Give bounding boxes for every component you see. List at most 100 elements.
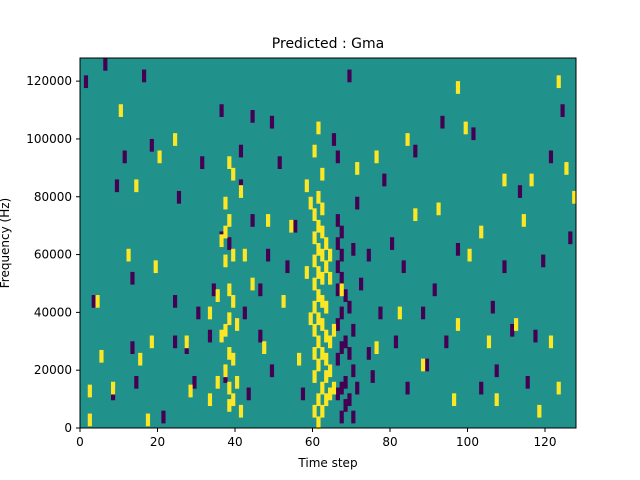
heatmap-cell-low (510, 323, 515, 337)
heatmap-cell-low (490, 300, 495, 314)
heatmap-cell-low (343, 399, 348, 412)
plot-area (80, 58, 577, 430)
heatmap-cell-low (366, 248, 371, 262)
heatmap-cell-low (366, 347, 371, 360)
heatmap-cell-low (335, 318, 340, 331)
heatmap-cell-low (548, 150, 554, 164)
heatmap-cell-low (339, 381, 344, 395)
heatmap-cell-low (293, 219, 298, 233)
heatmap-cell-high (324, 300, 329, 314)
heatmap-cell-high (262, 341, 267, 354)
heatmap-cell-high (548, 335, 554, 349)
heatmap-cell-low (351, 364, 356, 378)
heatmap-cell-low (207, 329, 213, 343)
heatmap-cell-low (517, 185, 523, 198)
heatmap-cell-low (242, 306, 247, 320)
heatmap-cell-high (215, 289, 220, 302)
heatmap-cell-high (556, 75, 561, 89)
heatmap-cell-low (130, 341, 135, 354)
heatmap-cell-low (200, 156, 205, 169)
heatmap-cell-low (91, 295, 96, 308)
heatmap-cell-high (502, 173, 507, 187)
heatmap-cell-low (335, 352, 340, 366)
heatmap-cell-high (312, 254, 317, 268)
heatmap-cell-high (312, 144, 317, 158)
heatmap-cell-high (312, 277, 317, 291)
heatmap-cell-high (297, 352, 302, 366)
heatmap-cell-high (324, 393, 329, 407)
heatmap-cell-high (118, 104, 123, 117)
heatmap-cell-high (99, 349, 104, 363)
heatmap-cell-low (347, 69, 352, 83)
heatmap-cell-high (572, 190, 577, 204)
heatmap-cell-low (142, 69, 147, 83)
heatmap-cell-high (316, 243, 321, 256)
heatmap-cell-high (463, 121, 468, 135)
heatmap-cell-high (312, 300, 317, 314)
heatmap-cell-high (207, 306, 213, 320)
heatmap-cell-low (335, 387, 340, 401)
heatmap-cell-low (219, 104, 224, 117)
heatmap-cell-high (184, 335, 189, 349)
heatmap-cell-high (238, 404, 244, 418)
heatmap-cell-high (355, 162, 360, 175)
heatmap-cell-high (312, 370, 317, 383)
heatmap-cell-low (343, 289, 348, 302)
y-tick-label: 80000 (34, 190, 72, 204)
heatmap-cell-high (312, 404, 317, 418)
heatmap-cell-low (103, 58, 108, 71)
heatmap-cell-low (444, 335, 449, 349)
heatmap-cell-high (173, 133, 178, 146)
heatmap-cell-low (335, 237, 340, 250)
heatmap-cell-low (440, 115, 445, 129)
heatmap-cell-high (339, 283, 344, 297)
heatmap-cell-high (514, 318, 519, 331)
heatmap-cell-low (250, 110, 255, 123)
heatmap-cell-low (134, 375, 139, 389)
heatmap-cell-high (304, 179, 309, 193)
heatmap-cell-high (227, 347, 232, 360)
heatmap-cell-high (153, 260, 158, 274)
heatmap-cell-high (231, 393, 236, 407)
heatmap-cell-low (277, 156, 282, 169)
x-axis: 0 20 40 60 80 100 120 (76, 428, 556, 449)
heatmap-cell-high (227, 156, 232, 169)
heatmap-cell-low (173, 295, 178, 308)
heatmap-cell-low (339, 306, 344, 320)
heatmap-cell-high (564, 162, 569, 175)
heatmap-cell-low (343, 375, 348, 389)
heatmap-cell-high (328, 271, 333, 285)
heatmap-cell-high (537, 404, 542, 418)
heatmap-cell-low (432, 283, 437, 297)
heatmap-cell-low (300, 387, 306, 401)
heatmap-cell-high (320, 295, 325, 308)
heatmap-cell-high (521, 214, 526, 227)
x-axis-label: Time step (297, 456, 357, 470)
heatmap-cell-high (223, 225, 228, 239)
heatmap-cell-low (378, 306, 383, 320)
heatmap-cell-low (149, 138, 154, 152)
heatmap-cell-high (452, 393, 457, 407)
heatmap-cell-low (351, 323, 356, 337)
y-tick-label: 40000 (34, 305, 72, 319)
heatmap-cell-low (335, 214, 340, 227)
heatmap-cell-low (339, 410, 344, 424)
heatmap-cell-low (114, 179, 120, 193)
heatmap-cell-low (479, 381, 484, 395)
heatmap-cell-high (324, 352, 329, 366)
heatmap-cell-high (231, 167, 236, 181)
heatmap-cell-low (424, 358, 430, 372)
heatmap-cell-high (231, 295, 236, 308)
heatmap-cell-high (320, 167, 325, 181)
heatmap-cell-low (211, 283, 216, 297)
heatmap-cell-low (285, 260, 290, 274)
heatmap-cell-high (250, 277, 255, 291)
heatmap-cell-low (347, 393, 352, 407)
heatmap-cell-low (266, 248, 271, 262)
heatmap-cell-low (258, 329, 263, 343)
heatmap-cell-low (541, 254, 546, 268)
heatmap-cell-high (328, 387, 333, 401)
heatmap-cell-high (436, 202, 441, 216)
heatmap-cell-high (188, 384, 193, 398)
heatmap-cell-high (312, 231, 317, 245)
